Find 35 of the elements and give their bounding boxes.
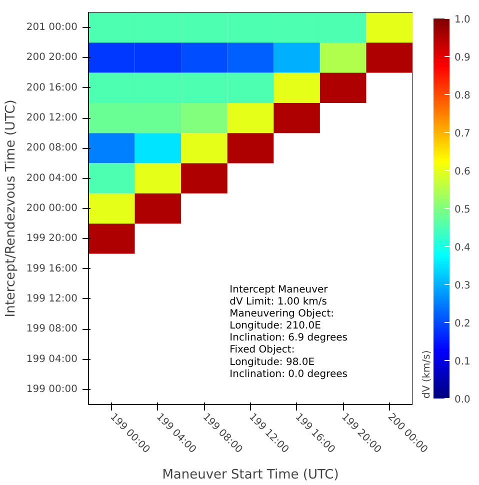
y-tick-label: 200 12:00 [26,112,78,124]
y-tick-label: 199 08:00 [26,324,78,335]
y-tick-label: 199 16:00 [26,263,78,274]
y-tick-label: 199 20:00 [26,233,78,244]
y-tick-label: 200 00:00 [26,203,78,214]
annotation: Inclination: 6.9 degrees [230,332,348,344]
color-bar-label: 0.1 [454,356,470,368]
color-bar-label: 0.4 [454,242,470,254]
annotation: Intercept Maneuver [230,284,329,296]
annotation: Maneuvering Object: [230,308,334,320]
y-tick-label: 199 04:00 [26,354,78,365]
color-bar-label: 0.7 [454,128,470,140]
x-axis-title: Maneuver Start Time (UTC) [162,467,339,482]
annotation: Longitude: 98.0E [230,356,315,368]
y-tick-label: 199 00:00 [26,384,78,395]
color-bar-label: 0.0 [454,394,470,406]
annotation: Fixed Object: [230,344,295,356]
y-tick-label: 201 00:00 [26,22,78,34]
y-axis-title: Intercept/Rendezvous Time (UTC) [3,100,18,318]
color-bar-label: 0.8 [454,90,470,102]
color-bar-label: 0.5 [454,204,470,216]
annotation: Longitude: 210.0E [230,320,321,332]
y-tick-label: 200 08:00 [26,142,78,154]
color-bar-label: 0.9 [454,52,470,64]
y-tick-label: 200 20:00 [26,52,78,64]
annotation: dV Limit: 1.00 km/s [230,296,327,308]
color-bar-label: 0.6 [454,166,470,178]
y-tick-label: 200 04:00 [26,172,78,184]
color-bar-title: dV (km/s) [422,350,432,398]
y-tick-label: 199 12:00 [26,293,78,304]
color-bar-label: 0.2 [454,318,470,330]
annotation: Inclination: 0.0 degrees [230,368,348,380]
color-bar-label: 0.3 [454,280,470,292]
y-tick-label: 200 16:00 [26,82,78,94]
color-bar-label: 1.0 [454,14,470,26]
